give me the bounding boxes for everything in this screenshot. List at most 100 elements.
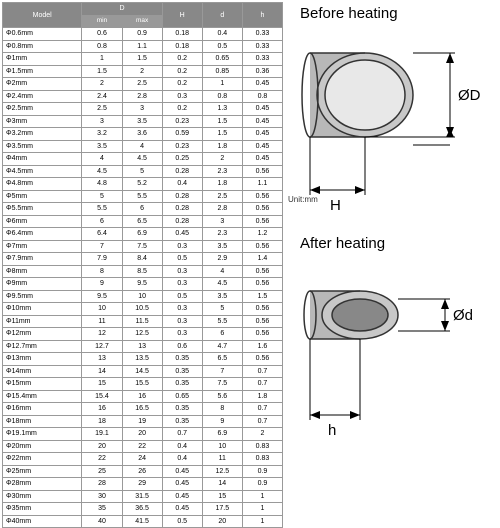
col-min: min	[82, 15, 122, 28]
dim-h-label: h	[328, 422, 336, 439]
table-cell: 7.9	[82, 253, 122, 266]
table-cell: 0.45	[242, 78, 282, 91]
table-cell: 0.36	[242, 65, 282, 78]
table-row: Φ6.4mm6.46.90.452.31.2	[3, 228, 283, 241]
table-cell: 0.56	[242, 315, 282, 328]
table-cell: 16.5	[122, 403, 162, 416]
table-cell: 0.23	[162, 140, 202, 153]
table-cell: 4	[202, 265, 242, 278]
table-row: Φ18mm18190.3590.7	[3, 415, 283, 428]
table-cell: 1.5	[202, 128, 242, 141]
table-cell: 0.5	[162, 253, 202, 266]
dim-d-label: Ød	[453, 307, 473, 324]
table-cell: Φ22mm	[3, 453, 82, 466]
table-cell: 0.9	[242, 465, 282, 478]
table-cell: 0.56	[242, 353, 282, 366]
table-cell: 0.2	[162, 65, 202, 78]
table-row: Φ9.5mm9.5100.53.51.5	[3, 290, 283, 303]
table-cell: 7.5	[122, 240, 162, 253]
table-cell: 9.5	[82, 290, 122, 303]
table-cell: 0.5	[162, 290, 202, 303]
table-row: Φ4.8mm4.85.20.41.81.1	[3, 178, 283, 191]
table-row: Φ40mm4041.50.5201	[3, 515, 283, 528]
table-cell: 2.8	[122, 90, 162, 103]
table-cell: 6.5	[202, 353, 242, 366]
table-cell: Φ7mm	[3, 240, 82, 253]
table-cell: 4	[122, 140, 162, 153]
table-cell: 0.83	[242, 453, 282, 466]
table-cell: Φ3.2mm	[3, 128, 82, 141]
table-cell: 14	[202, 478, 242, 491]
table-cell: 12	[82, 328, 122, 341]
table-cell: 17.5	[202, 503, 242, 516]
table-cell: 28	[82, 478, 122, 491]
table-cell: 1.4	[242, 253, 282, 266]
table-cell: 0.3	[162, 265, 202, 278]
table-cell: Φ30mm	[3, 490, 82, 503]
table-row: Φ7.9mm7.98.40.52.91.4	[3, 253, 283, 266]
table-cell: 0.7	[242, 403, 282, 416]
table-cell: 0.18	[162, 40, 202, 53]
table-row: Φ14mm1414.50.3570.7	[3, 365, 283, 378]
table-cell: Φ3.5mm	[3, 140, 82, 153]
table-cell: 0.8	[202, 90, 242, 103]
table-cell: 29	[122, 478, 162, 491]
table-cell: Φ40mm	[3, 515, 82, 528]
table-cell: 0.56	[242, 328, 282, 341]
table-cell: 0.3	[162, 315, 202, 328]
table-cell: 0.6	[162, 340, 202, 353]
table-row: Φ3.5mm3.540.231.80.45	[3, 140, 283, 153]
table-cell: 0.2	[162, 53, 202, 66]
table-row: Φ35mm3536.50.4517.51	[3, 503, 283, 516]
table-row: Φ1.5mm1.520.20.850.36	[3, 65, 283, 78]
table-cell: 2.3	[202, 165, 242, 178]
table-cell: 0.65	[162, 390, 202, 403]
table-cell: 0.8	[82, 40, 122, 53]
table-cell: 0.4	[162, 440, 202, 453]
table-row: Φ0.8mm0.81.10.180.50.33	[3, 40, 283, 53]
table-cell: 19.1	[82, 428, 122, 441]
table-cell: 6.5	[122, 215, 162, 228]
table-cell: 14.5	[122, 365, 162, 378]
table-cell: 36.5	[122, 503, 162, 516]
table-row: Φ12mm1212.50.360.56	[3, 328, 283, 341]
table-cell: 20	[122, 428, 162, 441]
table-cell: 13.5	[122, 353, 162, 366]
table-cell: 1	[202, 78, 242, 91]
table-cell: 0.45	[162, 478, 202, 491]
table-cell: 0.45	[242, 103, 282, 116]
table-cell: 40	[82, 515, 122, 528]
table-cell: 0.45	[162, 465, 202, 478]
table-cell: 0.18	[162, 28, 202, 41]
table-cell: 0.5	[162, 515, 202, 528]
table-cell: 8.5	[122, 265, 162, 278]
table-cell: 7	[82, 240, 122, 253]
table-cell: 0.45	[162, 503, 202, 516]
table-cell: 2.9	[202, 253, 242, 266]
table-cell: Φ15mm	[3, 378, 82, 391]
table-cell: 0.56	[242, 303, 282, 316]
table-cell: 2.5	[122, 78, 162, 91]
table-cell: 3.5	[122, 115, 162, 128]
table-cell: 4.5	[82, 165, 122, 178]
table-cell: 0.45	[242, 128, 282, 141]
table-cell: 0.45	[242, 115, 282, 128]
table-cell: 0.2	[162, 78, 202, 91]
table-cell: Φ7.9mm	[3, 253, 82, 266]
table-cell: Φ5mm	[3, 190, 82, 203]
table-cell: 0.59	[162, 128, 202, 141]
table-cell: 12.5	[122, 328, 162, 341]
table-row: Φ9mm99.50.34.50.56	[3, 278, 283, 291]
table-cell: 1.5	[122, 53, 162, 66]
table-cell: 0.28	[162, 203, 202, 216]
table-cell: 0.56	[242, 203, 282, 216]
table-row: Φ11mm1111.50.35.50.56	[3, 315, 283, 328]
col-H: H	[162, 3, 202, 28]
table-cell: 1.1	[122, 40, 162, 53]
table-cell: Φ0.6mm	[3, 28, 82, 41]
table-cell: 1.8	[202, 140, 242, 153]
dim-D-label: ØD	[458, 87, 481, 104]
dim-H-label: H	[330, 197, 341, 214]
table-cell: 10.5	[122, 303, 162, 316]
table-cell: 2.5	[202, 190, 242, 203]
